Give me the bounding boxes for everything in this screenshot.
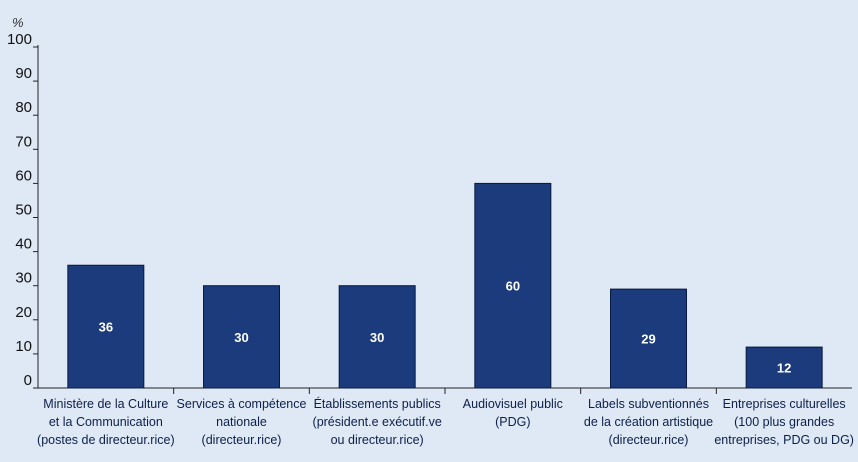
labels: 36 Ministère de la Culture et la Communica…	[37, 279, 854, 447]
x-tick-label: (directeur.rice)	[609, 433, 689, 447]
bar-value-label: 36	[99, 320, 113, 335]
x-tick-label: (président.e exécutif.ve	[313, 415, 442, 429]
x-tick-label: Établissements publics	[314, 396, 441, 411]
bar-value-label: 30	[370, 330, 384, 345]
y-tick-label: 40	[15, 236, 32, 253]
x-tick-label: Services à compétence	[177, 397, 307, 411]
x-tick-label: de la création artistique	[584, 415, 713, 429]
bar	[610, 288, 687, 389]
x-tick-label: (PDG)	[495, 415, 530, 429]
bar	[338, 285, 416, 389]
y-tick-label: 60	[15, 167, 32, 184]
bar-value-label: 29	[641, 332, 655, 347]
bar-value-label: 12	[777, 361, 791, 376]
axes: % 0 10 20 30 40 50 60 70 80 90 100	[7, 15, 852, 394]
y-tick-label: 20	[15, 304, 32, 321]
y-axis-unit: %	[12, 15, 24, 30]
x-tick-label: et la Communication	[49, 415, 163, 429]
x-tick-label: Labels subventionnés	[588, 397, 709, 411]
bars	[67, 182, 823, 389]
x-tick-label: (directeur.rice)	[202, 433, 282, 447]
x-tick-label: ou directeur.rice)	[331, 433, 424, 447]
bar	[203, 285, 280, 389]
y-tick-label: 50	[15, 202, 32, 219]
y-tick-label: 70	[15, 133, 32, 150]
x-tick-label: Audiovisuel public	[463, 397, 563, 411]
y-tick-label: 80	[15, 99, 32, 116]
bar	[745, 346, 823, 389]
y-tick-label: 30	[15, 270, 32, 287]
x-tick-label: nationale	[216, 415, 267, 429]
x-tick-label: (postes de directeur.rice)	[37, 433, 175, 447]
y-tick-label: 90	[15, 65, 32, 82]
y-tick-label: 10	[15, 338, 32, 355]
bar-value-label: 60	[506, 279, 520, 294]
x-tick-label: Ministère de la Culture	[43, 397, 168, 411]
y-tick-label: 0	[24, 372, 32, 389]
bar	[67, 264, 145, 389]
x-tick-label: entreprises, PDG ou DG)	[714, 433, 854, 447]
x-tick-label: (100 plus grandes	[734, 415, 834, 429]
y-tick-label: 100	[7, 31, 32, 48]
bar-value-label: 30	[234, 330, 248, 345]
x-tick-label: Entreprises culturelles	[723, 397, 846, 411]
bar	[474, 182, 552, 389]
